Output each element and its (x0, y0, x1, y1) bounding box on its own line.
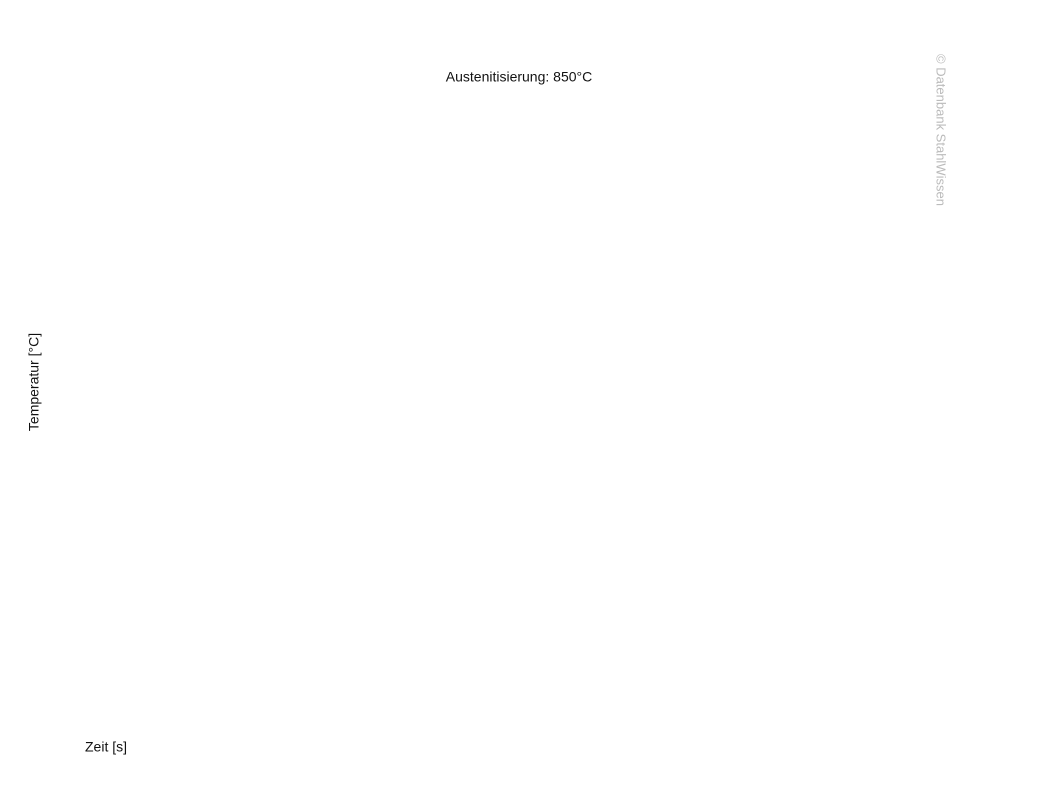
x-axis-label: Zeit [s] (85, 739, 127, 755)
y-axis-label: Temperatur [°C] (26, 333, 42, 431)
chart-title: Austenitisierung: 850°C (446, 69, 592, 85)
watermark: © Datenbank StahlWissen (934, 54, 949, 206)
